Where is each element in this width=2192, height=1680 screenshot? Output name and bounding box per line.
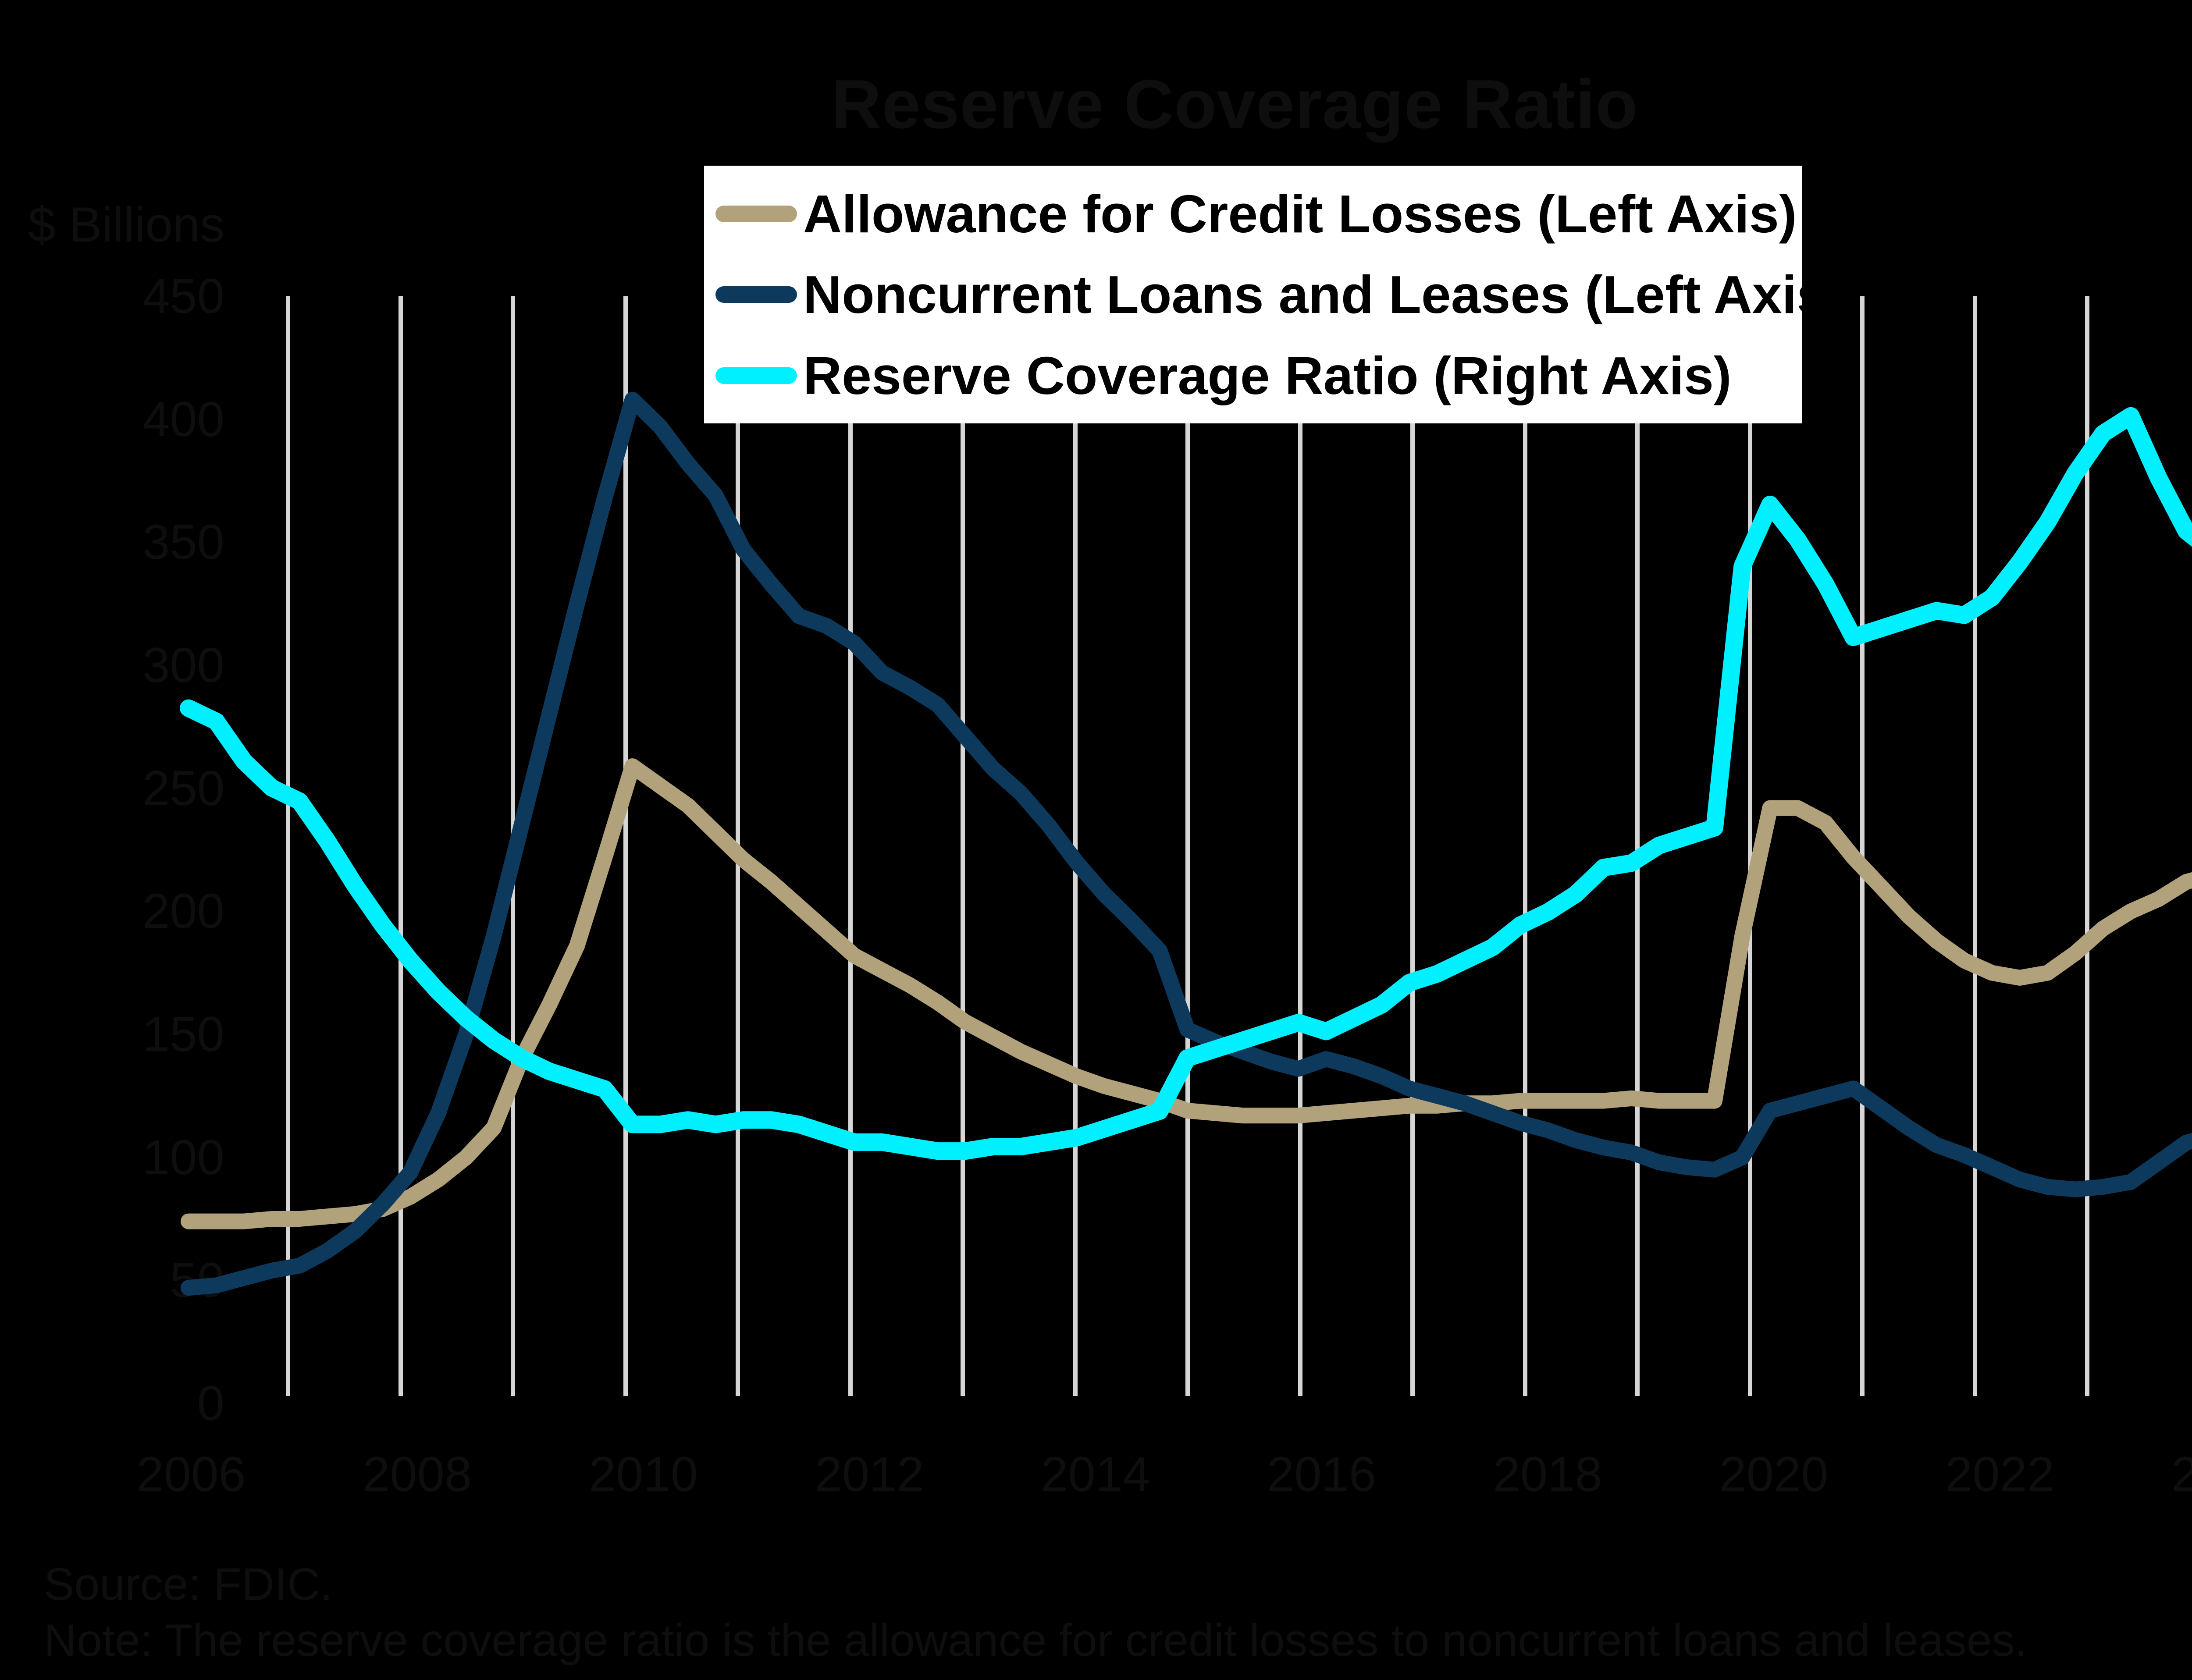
gridline-2023 [2085,296,2089,1396]
left-axis-tick-label: 250 [142,760,224,816]
x-axis-tick-label-2022: 2022 [1945,1447,2055,1502]
x-axis-tick-label-2024: 2024 [2171,1447,2192,1502]
ratio-legend-label: Reserve Coverage Ratio (Right Axis) [803,345,1732,405]
gridline-2016 [1298,296,1302,1396]
left-axis-tick-label: 350 [142,515,224,570]
left-axis-tick-label: 100 [142,1129,224,1185]
gridline-2014 [1073,296,1078,1396]
left-axis-tick-label: 300 [142,638,224,693]
gridline-2018 [1523,296,1527,1396]
x-axis-tick-label-2012: 2012 [815,1447,924,1502]
gridline-2021 [1860,296,1865,1396]
x-axis-tick-label-2014: 2014 [1041,1447,1150,1502]
allowance-legend-swatch [715,205,797,222]
gridline-2017 [1410,296,1415,1396]
left-axis-tick-label: 150 [142,1007,224,1062]
footnote: Note: The reserve coverage ratio is the … [44,1615,2028,1666]
legend-item-allowance: Allowance for Credit Losses (Left Axis) [704,181,1802,247]
left-axis-title: $ Billions [28,197,225,252]
gridline-2010 [623,296,628,1396]
source-note: Source: FDIC. [44,1559,333,1610]
x-axis-tick-label-2020: 2020 [1719,1447,1829,1502]
gridline-2015 [1185,296,1190,1396]
chart-title: Reserve Coverage Ratio [831,66,1638,143]
noncurrent-legend-label: Noncurrent Loans and Leases (Left Axis) [803,265,1844,324]
gridline-2007 [286,296,290,1396]
gridline-2013 [961,296,965,1396]
ratio-legend-swatch [715,367,797,384]
allowance-line [181,758,2192,1229]
legend-item-noncurrent: Noncurrent Loans and Leases (Left Axis) [704,262,1844,327]
x-axis-tick-label-2006: 2006 [136,1447,246,1502]
x-axis-tick-label-2016: 2016 [1267,1447,1377,1502]
left-axis-tick-label: 200 [142,884,224,939]
left-axis-tick-label: 0 [197,1376,224,1431]
noncurrent-line [181,391,2192,1296]
allowance-legend-label: Allowance for Credit Losses (Left Axis) [803,184,1797,244]
gridline-2022 [1972,296,1977,1396]
gridline-2020 [1747,296,1752,1396]
gridline-2019 [1635,296,1640,1396]
left-axis-tick-label: 400 [142,391,224,447]
left-axis-tick-label: 450 [142,269,224,323]
legend-item-ratio: Reserve Coverage Ratio (Right Axis) [704,343,1802,408]
noncurrent-legend-swatch [715,286,797,303]
x-axis-tick-label-2010: 2010 [588,1447,698,1502]
ratio-line [180,407,2192,1160]
gridline-2012 [848,296,853,1396]
x-axis-tick-label-2008: 2008 [363,1447,472,1502]
gridline-2008 [398,296,403,1396]
x-axis-tick-label-2018: 2018 [1493,1447,1602,1502]
legend: Allowance for Credit Losses (Left Axis) N… [704,166,1844,423]
